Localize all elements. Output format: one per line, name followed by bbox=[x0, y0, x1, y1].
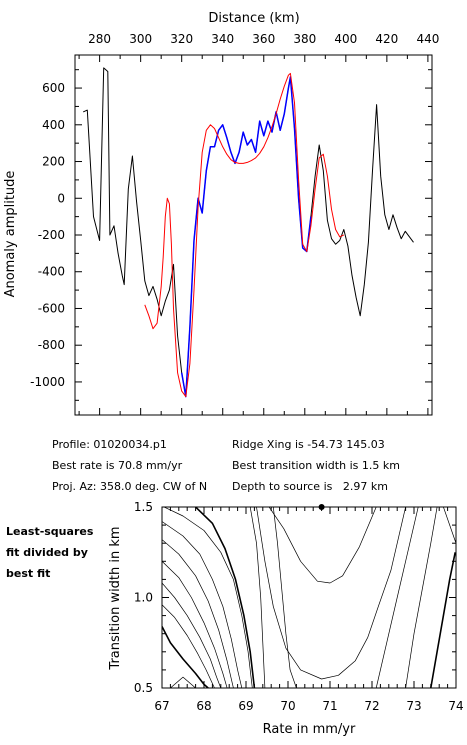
contour-line-6 bbox=[162, 604, 215, 688]
rate-tick-label: 68 bbox=[196, 699, 211, 713]
contours bbox=[162, 507, 456, 688]
y-tick-label: -600 bbox=[38, 301, 65, 315]
width-tick-label: 1.5 bbox=[134, 500, 153, 514]
contour-line-8 bbox=[170, 676, 196, 688]
contour-x-axis-label: Rate in mm/yr bbox=[263, 722, 356, 737]
y-tick-label: -400 bbox=[38, 265, 65, 279]
contour-line-13 bbox=[375, 507, 419, 688]
caption-line-3: best fit bbox=[6, 567, 50, 580]
y-tick-label: -800 bbox=[38, 338, 65, 352]
x-tick-label: 400 bbox=[334, 32, 357, 46]
contour-y-axis-label: Transition width in km bbox=[108, 526, 123, 670]
x-tick-label: 280 bbox=[88, 32, 111, 46]
contour-line-9 bbox=[249, 507, 266, 688]
caption-line-2: fit divided by bbox=[6, 546, 88, 559]
x-tick-label: 420 bbox=[375, 32, 398, 46]
profile-series-1 bbox=[180, 76, 312, 398]
y-tick-label: 600 bbox=[42, 81, 65, 95]
y-tick-label: -200 bbox=[38, 228, 65, 242]
contour-line-0 bbox=[163, 507, 253, 688]
y-tick-label: 0 bbox=[57, 191, 65, 205]
rate-tick-label: 70 bbox=[280, 699, 295, 713]
caption-line-1: Least-squares bbox=[6, 525, 94, 538]
x-tick-label: 360 bbox=[252, 32, 275, 46]
x-tick-label: 340 bbox=[211, 32, 234, 46]
profile-series-group bbox=[82, 67, 414, 398]
profile-name: Profile: 01020034.p1 bbox=[52, 438, 167, 451]
y-tick-label: -1000 bbox=[30, 375, 65, 389]
rate-tick-label: 67 bbox=[154, 699, 169, 713]
profile-plot-frame bbox=[74, 54, 433, 416]
contour-line-2 bbox=[162, 521, 243, 688]
best-transition-width: Best transition width is 1.5 km bbox=[232, 459, 400, 472]
y-tick-label: 200 bbox=[42, 155, 65, 169]
misfit-contour-chart: 67 68 69 70 71 72 73 740.51.01.5 Rate in mm/yr … bbox=[108, 500, 464, 737]
projection-azimuth: Proj. Az: 358.0 deg. CW of N bbox=[52, 480, 207, 493]
width-tick-label: 1.0 bbox=[134, 591, 153, 605]
anomaly-profile-chart: 280 300 320 340 360 380 400 420 440 -1000 -800 -600… bbox=[3, 11, 439, 416]
contour-line-12 bbox=[256, 507, 406, 680]
contour-line-1 bbox=[195, 507, 256, 688]
contour-line-16 bbox=[443, 507, 456, 544]
best-rate: Best rate is 70.8 mm/yr bbox=[52, 459, 183, 472]
profile-axis-ticks: 280 300 320 340 360 380 400 420 440 -1000 -800 -600… bbox=[30, 32, 439, 415]
width-tick-label: 0.5 bbox=[134, 681, 153, 695]
contour-lines-group bbox=[162, 504, 456, 688]
depth-to-source: Depth to source is 2.97 km bbox=[232, 480, 388, 493]
x-tick-label: 380 bbox=[293, 32, 316, 46]
profile-series-2 bbox=[144, 72, 345, 398]
contour-line-7 bbox=[162, 626, 209, 688]
y-tick-label: 400 bbox=[42, 118, 65, 132]
profile-series-0 bbox=[82, 67, 414, 398]
rate-tick-label: 69 bbox=[238, 699, 253, 713]
rate-tick-label: 72 bbox=[364, 699, 379, 713]
contour-line-4 bbox=[162, 561, 228, 688]
profile-y-axis-label: Anomaly amplitude bbox=[3, 171, 18, 298]
fit-parameters: Profile: 01020034.p1 Best rate is 70.8 m… bbox=[52, 438, 400, 493]
contour-line-11 bbox=[268, 507, 377, 584]
rate-tick-label: 73 bbox=[406, 699, 421, 713]
contour-axis-ticks: 67 68 69 70 71 72 73 74 0.5 1.0 1.5 bbox=[134, 500, 464, 713]
contour-line-15 bbox=[430, 552, 456, 688]
x-tick-label: 300 bbox=[129, 32, 152, 46]
contour-line-10 bbox=[272, 507, 297, 688]
ridge-crossing: Ridge Xing is -54.73 145.03 bbox=[232, 438, 385, 451]
contour-line-3 bbox=[162, 539, 234, 688]
x-tick-label: 440 bbox=[416, 32, 439, 46]
contour-line-14 bbox=[405, 507, 438, 688]
contour-line-5 bbox=[162, 582, 222, 688]
contour-caption: Least-squares fit divided by best fit bbox=[6, 525, 94, 580]
x-tick-label: 320 bbox=[170, 32, 193, 46]
rate-tick-label: 71 bbox=[322, 699, 337, 713]
profile-x-axis-label: Distance (km) bbox=[208, 11, 299, 26]
rate-tick-label: 74 bbox=[448, 699, 463, 713]
